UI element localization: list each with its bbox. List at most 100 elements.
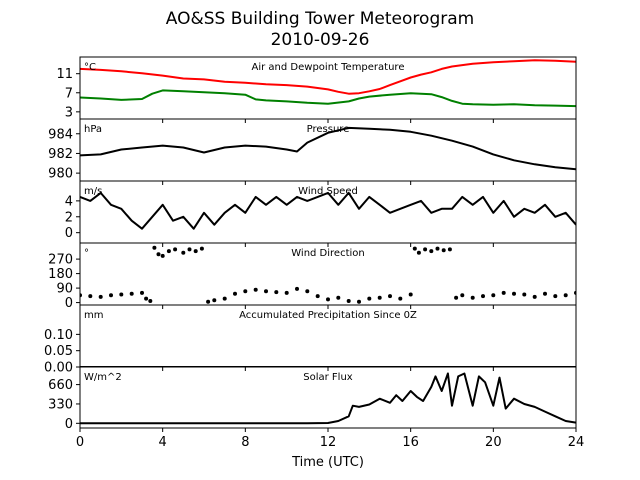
panel-wind_speed: 024 m/s Wind Speed [65, 180, 577, 247]
wind_speed-ytick-label: 2 [65, 210, 73, 225]
wind_dir-point [187, 247, 192, 252]
pressure-ytick-label: 980 [48, 167, 73, 182]
pressure-series-group [80, 126, 576, 171]
wind_dir-point [160, 253, 165, 258]
x-axis-label: Time (UTC) [291, 455, 364, 470]
temp-ytick-label: 11 [56, 67, 73, 82]
wind_dir-point [357, 299, 361, 304]
wind_dir-point [98, 294, 103, 299]
precip-ytick-label: 0.00 [44, 361, 73, 376]
solar-series-group [80, 372, 576, 425]
temp-series-line-0 [80, 59, 576, 95]
wind_dir-point [398, 296, 403, 301]
temp-ytick-label: 7 [65, 86, 73, 101]
wind_dir-point [491, 293, 496, 298]
wind_dir-point [460, 293, 465, 298]
wind_dir-point [408, 292, 413, 297]
wind_dir-ytick-label: 0 [65, 296, 73, 311]
wind_dir-point [295, 286, 299, 291]
wind_dir-point [199, 246, 204, 251]
panel-pressure: 980 982 984 hPa Pressure [48, 118, 577, 185]
wind_dir-point [423, 247, 428, 252]
pressure-series-line-0 [80, 126, 576, 171]
wind_dir-point [140, 290, 144, 295]
wind_dir-point [148, 299, 153, 303]
temp-series-group [80, 59, 576, 108]
xtick-label: 8 [241, 435, 249, 450]
wind_dir-panel-title: Wind Direction [291, 248, 365, 259]
temp-series-line-1 [80, 89, 576, 108]
solar-ytick-label: 330 [48, 397, 73, 412]
wind_dir-ytick-label: 90 [56, 282, 73, 297]
wind_dir-point [435, 246, 440, 251]
wind_dir-point [109, 293, 113, 298]
xtick-label: 24 [568, 435, 585, 450]
wind_dir-point [553, 294, 558, 299]
wind_dir-point [367, 296, 372, 301]
wind_dir-point [543, 291, 547, 296]
wind_dir-point [481, 294, 485, 299]
precip-unit-label: mm [84, 310, 103, 321]
solar-ytick-label: 660 [48, 378, 73, 393]
wind_dir-point [512, 291, 516, 296]
wind_dir-point [522, 292, 527, 297]
solar-series-line-0 [80, 372, 576, 425]
pressure-ytick-label: 982 [48, 147, 73, 162]
wind_dir-point [206, 299, 211, 304]
wind_dir-point [119, 292, 124, 297]
wind_dir-point [429, 249, 434, 254]
wind_dir-ytick-label: 270 [48, 253, 73, 268]
solar-unit-label: W/m^2 [84, 372, 122, 383]
wind_dir-point [346, 299, 351, 303]
panels-group: 3 7 11 °C Air and Dewpoint Temperature 980 982… [44, 56, 577, 432]
wind_speed-series-group [80, 191, 576, 230]
temp-panel-title: Air and Dewpoint Temperature [252, 62, 405, 73]
wind_dir-point [156, 252, 161, 257]
panel-solar: 0 330 660 W/m^2 Solar Flux [48, 366, 577, 432]
wind_dir-point [416, 250, 421, 255]
chart-subtitle: 2010-09-26 [271, 30, 370, 50]
chart-title: AO&SS Building Tower Meteorogram [166, 9, 474, 29]
wind_dir-point [152, 245, 157, 250]
xtick-label: 0 [76, 435, 84, 450]
wind_dir-point [501, 290, 506, 295]
wind_dir-point [129, 291, 134, 296]
xtick-label: 16 [402, 435, 419, 450]
wind_dir-point [412, 246, 417, 251]
wind_speed-panel-title: Wind Speed [298, 186, 358, 197]
wind_dir-point [274, 290, 279, 295]
wind_dir-point [166, 249, 171, 254]
wind_dir-point [441, 248, 446, 253]
pressure-ytick-label: 984 [48, 127, 73, 142]
wind_dir-point [470, 295, 475, 300]
precip-ytick-label: 0.05 [44, 344, 73, 359]
pressure-panel-title: Pressure [307, 124, 350, 135]
wind_dir-point [88, 294, 93, 299]
wind_dir-point [222, 296, 227, 301]
wind_dir-ytick-label: 180 [48, 267, 73, 282]
wind_speed-ytick-label: 4 [65, 194, 73, 209]
temp-unit-label: °C [84, 62, 96, 73]
temp-ytick-label: 3 [65, 105, 73, 120]
solar-ytick-label: 0 [65, 417, 73, 432]
wind_dir-point [181, 250, 186, 255]
wind_dir-point [336, 295, 341, 300]
wind_dir-point [193, 249, 198, 254]
wind_dir-point [264, 289, 268, 294]
wind_dir-point [388, 294, 392, 299]
xtick-label: 20 [485, 435, 502, 450]
wind_dir-point [144, 296, 149, 301]
precip-panel-title: Accumulated Precipitation Since 0Z [239, 310, 417, 321]
wind_dir-series-group [80, 245, 576, 304]
panel-temp: 3 7 11 °C Air and Dewpoint Temperature [56, 56, 577, 123]
wind_dir-point [532, 294, 537, 299]
wind_speed-unit-label: m/s [84, 186, 102, 197]
xtick-label: 12 [320, 435, 337, 450]
wind_dir-point [315, 294, 320, 299]
wind_dir-point [326, 297, 330, 302]
solar-panel-title: Solar Flux [303, 372, 353, 383]
wind_dir-point [447, 247, 452, 252]
wind_dir-point [253, 287, 258, 292]
wind_dir-point [284, 290, 289, 295]
